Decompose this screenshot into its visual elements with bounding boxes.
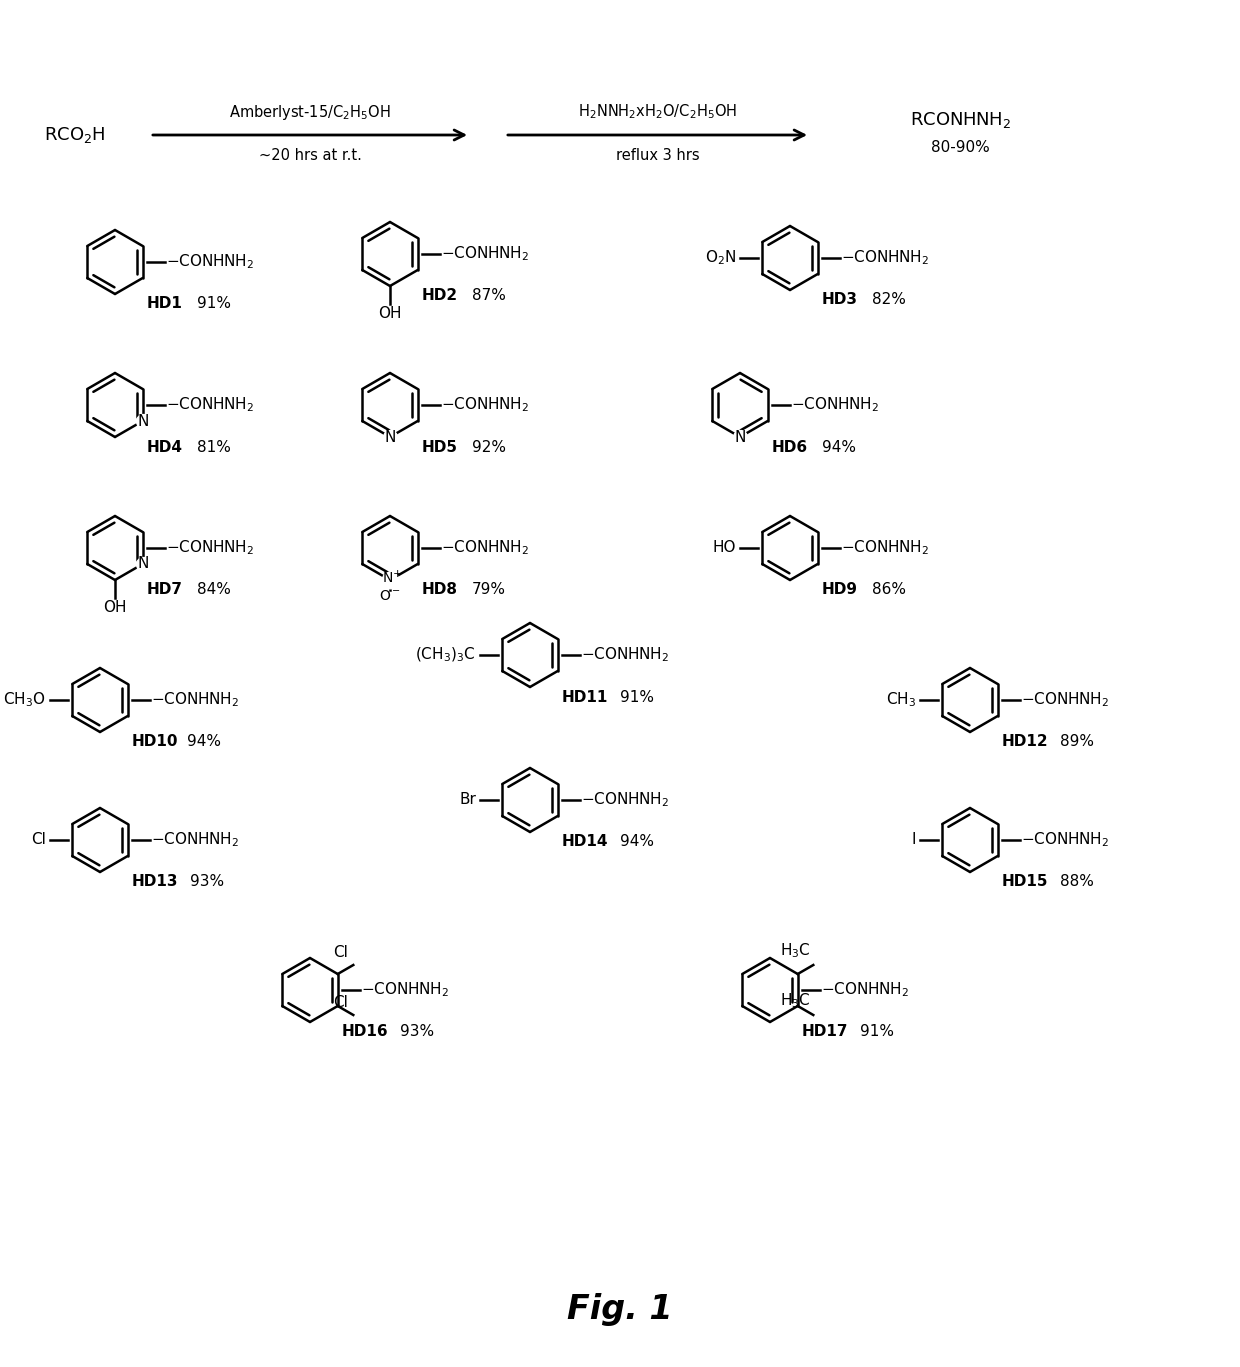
Text: HD13: HD13 — [131, 875, 179, 890]
Text: N: N — [734, 429, 745, 444]
Text: I: I — [911, 833, 916, 848]
Text: N: N — [138, 413, 149, 428]
Text: RCO$_2$H: RCO$_2$H — [45, 124, 105, 145]
Text: H$_2$NNH$_2$xH$_2$O/C$_2$H$_5$OH: H$_2$NNH$_2$xH$_2$O/C$_2$H$_5$OH — [578, 103, 737, 122]
Text: N: N — [138, 556, 149, 571]
Text: 91%: 91% — [620, 689, 653, 704]
Text: $-$CONHNH$_2$: $-$CONHNH$_2$ — [841, 539, 929, 558]
Text: $-$CONHNH$_2$: $-$CONHNH$_2$ — [1021, 831, 1109, 849]
Text: 92%: 92% — [472, 440, 506, 454]
Text: HD8: HD8 — [422, 582, 458, 597]
Text: Cl: Cl — [334, 995, 348, 1010]
Text: Br: Br — [459, 793, 476, 808]
Text: 93%: 93% — [401, 1024, 434, 1039]
Text: $-$CONHNH$_2$: $-$CONHNH$_2$ — [151, 831, 239, 849]
Text: HD6: HD6 — [773, 440, 808, 454]
Text: 94%: 94% — [822, 440, 856, 454]
Text: 87%: 87% — [472, 288, 506, 303]
Text: 80-90%: 80-90% — [931, 141, 990, 156]
Text: HO: HO — [713, 540, 737, 555]
Text: $-$CONHNH$_2$: $-$CONHNH$_2$ — [582, 645, 670, 664]
Text: 88%: 88% — [1060, 875, 1094, 890]
Text: $-$CONHNH$_2$: $-$CONHNH$_2$ — [841, 249, 929, 268]
Text: HD17: HD17 — [802, 1024, 848, 1039]
Text: H$_3$C: H$_3$C — [780, 942, 810, 960]
Text: N: N — [384, 429, 396, 444]
Text: HD9: HD9 — [822, 582, 858, 597]
Text: OH: OH — [378, 306, 402, 321]
Text: $-$CONHNH$_2$: $-$CONHNH$_2$ — [151, 690, 239, 709]
Text: HD7: HD7 — [148, 582, 184, 597]
Text: 93%: 93% — [190, 875, 224, 890]
Text: HD3: HD3 — [822, 293, 858, 308]
Text: (CH$_3$)$_3$C: (CH$_3$)$_3$C — [415, 645, 476, 664]
Text: O$^-$: O$^-$ — [379, 589, 401, 603]
Text: $-$CONHNH$_2$: $-$CONHNH$_2$ — [361, 980, 449, 999]
Text: $-$CONHNH$_2$: $-$CONHNH$_2$ — [1021, 690, 1109, 709]
Text: HD10: HD10 — [131, 734, 179, 749]
Text: $-$CONHNH$_2$: $-$CONHNH$_2$ — [166, 539, 254, 558]
Text: $-$CONHNH$_2$: $-$CONHNH$_2$ — [441, 395, 529, 414]
Text: HD16: HD16 — [342, 1024, 388, 1039]
Text: HD12: HD12 — [1002, 734, 1049, 749]
Text: $-$CONHNH$_2$: $-$CONHNH$_2$ — [166, 253, 254, 272]
Text: Cl: Cl — [31, 833, 46, 848]
Text: $-$CONHNH$_2$: $-$CONHNH$_2$ — [791, 395, 879, 414]
Text: 79%: 79% — [472, 582, 506, 597]
Text: +: + — [392, 569, 402, 580]
Text: $-$CONHNH$_2$: $-$CONHNH$_2$ — [441, 245, 529, 264]
Text: RCONHNH$_2$: RCONHNH$_2$ — [910, 109, 1011, 130]
Text: 91%: 91% — [861, 1024, 894, 1039]
Text: CH$_3$O: CH$_3$O — [4, 690, 46, 709]
Text: Fig. 1: Fig. 1 — [567, 1293, 673, 1326]
Text: H$_3$C: H$_3$C — [780, 991, 810, 1010]
Text: 81%: 81% — [197, 440, 231, 454]
Text: 82%: 82% — [872, 293, 906, 308]
Text: Cl: Cl — [334, 945, 348, 960]
Text: $-$CONHNH$_2$: $-$CONHNH$_2$ — [441, 539, 529, 558]
Text: 91%: 91% — [197, 297, 231, 312]
Text: ~20 hrs at r.t.: ~20 hrs at r.t. — [259, 148, 361, 163]
Text: 89%: 89% — [1060, 734, 1094, 749]
Text: O$_2$N: O$_2$N — [704, 249, 737, 268]
Text: HD11: HD11 — [562, 689, 609, 704]
Text: $-$CONHNH$_2$: $-$CONHNH$_2$ — [582, 790, 670, 809]
Text: $-$CONHNH$_2$: $-$CONHNH$_2$ — [166, 395, 254, 414]
Text: OH: OH — [103, 600, 126, 615]
Text: HD5: HD5 — [422, 440, 458, 454]
Text: HD1: HD1 — [148, 297, 182, 312]
Text: 86%: 86% — [872, 582, 906, 597]
Text: CH$_3$: CH$_3$ — [885, 690, 916, 709]
Text: Amberlyst-15/C$_2$H$_5$OH: Amberlyst-15/C$_2$H$_5$OH — [229, 103, 391, 122]
Text: reflux 3 hrs: reflux 3 hrs — [616, 148, 699, 163]
Text: HD4: HD4 — [148, 440, 184, 454]
Text: 84%: 84% — [197, 582, 231, 597]
Text: HD15: HD15 — [1002, 875, 1049, 890]
Text: HD14: HD14 — [562, 834, 609, 849]
Text: N: N — [383, 571, 393, 585]
Text: 94%: 94% — [187, 734, 221, 749]
Text: HD2: HD2 — [422, 288, 458, 303]
Text: $-$CONHNH$_2$: $-$CONHNH$_2$ — [821, 980, 909, 999]
Text: 94%: 94% — [620, 834, 653, 849]
